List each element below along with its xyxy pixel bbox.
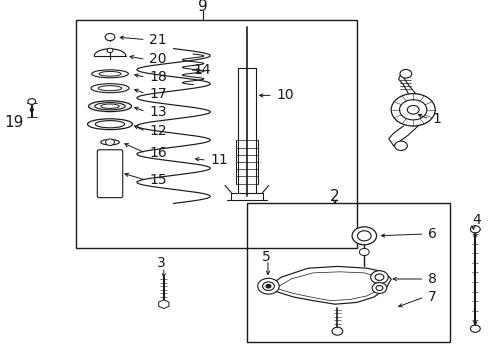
Text: 2: 2 — [329, 189, 339, 204]
Text: 20: 20 — [149, 53, 166, 66]
Circle shape — [375, 285, 382, 291]
Ellipse shape — [92, 70, 128, 78]
Text: 21: 21 — [149, 33, 166, 46]
Ellipse shape — [87, 119, 132, 130]
Text: 6: 6 — [427, 227, 436, 241]
Circle shape — [28, 99, 36, 104]
Circle shape — [107, 48, 113, 53]
Ellipse shape — [101, 140, 119, 145]
Ellipse shape — [99, 72, 121, 76]
Text: 9: 9 — [198, 0, 207, 14]
Text: 14: 14 — [193, 63, 210, 77]
Text: 12: 12 — [149, 125, 166, 138]
Circle shape — [359, 248, 368, 256]
Circle shape — [257, 278, 279, 294]
Circle shape — [399, 100, 426, 120]
Text: 15: 15 — [149, 173, 166, 187]
Ellipse shape — [91, 84, 129, 93]
Circle shape — [399, 69, 411, 78]
Text: 8: 8 — [427, 272, 436, 286]
Ellipse shape — [101, 104, 119, 108]
Ellipse shape — [88, 101, 131, 112]
Circle shape — [105, 139, 114, 145]
Circle shape — [374, 274, 383, 280]
Circle shape — [390, 94, 434, 126]
Text: 10: 10 — [276, 89, 293, 102]
Text: 19: 19 — [4, 115, 23, 130]
Text: 11: 11 — [210, 153, 227, 167]
Circle shape — [105, 33, 115, 41]
Polygon shape — [266, 266, 390, 304]
Circle shape — [265, 284, 270, 288]
Circle shape — [407, 105, 418, 114]
FancyBboxPatch shape — [97, 150, 122, 198]
Text: 17: 17 — [149, 87, 166, 100]
Circle shape — [262, 282, 274, 291]
Text: 13: 13 — [149, 105, 166, 118]
Ellipse shape — [95, 121, 124, 128]
Ellipse shape — [95, 103, 125, 110]
Bar — [246, 203, 449, 342]
Circle shape — [394, 141, 407, 150]
Text: 3: 3 — [157, 256, 165, 270]
Text: 4: 4 — [471, 213, 480, 226]
Circle shape — [331, 327, 342, 335]
Circle shape — [370, 271, 387, 284]
Ellipse shape — [98, 86, 122, 91]
Text: 1: 1 — [432, 112, 441, 126]
Circle shape — [469, 226, 479, 233]
Text: 7: 7 — [427, 290, 436, 304]
Text: 5: 5 — [262, 251, 270, 264]
Bar — [76, 20, 356, 248]
Text: 16: 16 — [149, 146, 166, 160]
Circle shape — [371, 283, 386, 293]
Circle shape — [351, 227, 376, 245]
Text: 18: 18 — [149, 71, 166, 84]
Circle shape — [469, 325, 479, 332]
Circle shape — [357, 231, 370, 241]
